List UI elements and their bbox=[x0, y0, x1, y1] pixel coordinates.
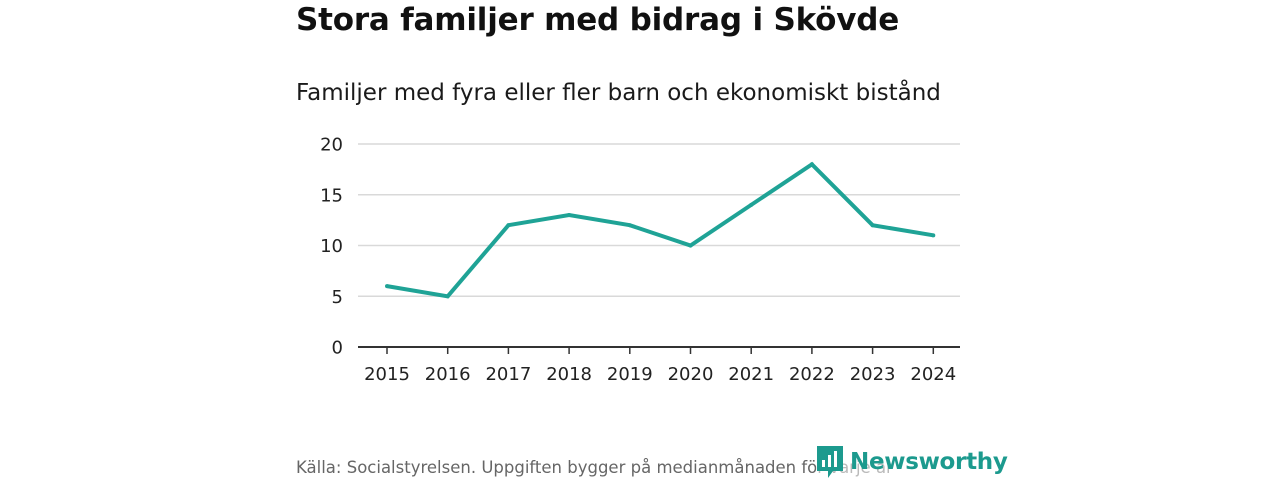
source-note: Källa: Socialstyrelsen. Uppgiften bygger… bbox=[296, 458, 893, 477]
brand-name: Newsworthy bbox=[850, 449, 1008, 475]
x-tick-label: 2015 bbox=[364, 364, 410, 385]
chart-subtitle: Familjer med fyra eller fler barn och ek… bbox=[296, 80, 941, 106]
x-axis-labels: 2015 2016 2017 2018 2019 2020 2021 2022 2023 2024 bbox=[364, 364, 956, 385]
data-point-2024 bbox=[931, 233, 936, 238]
brand-logo[interactable]: Newsworthy bbox=[816, 445, 1008, 479]
x-tick-label: 2017 bbox=[485, 364, 531, 385]
newsworthy-logo-icon bbox=[817, 446, 843, 478]
y-axis-labels: 0 5 10 15 20 bbox=[320, 135, 343, 359]
x-tick-label: 2018 bbox=[546, 364, 592, 385]
x-tick-label: 2020 bbox=[668, 364, 714, 385]
x-tick-label: 2024 bbox=[910, 364, 956, 385]
x-tick-label: 2021 bbox=[728, 364, 774, 385]
data-point-2021 bbox=[749, 202, 754, 207]
x-tick-label: 2016 bbox=[425, 364, 471, 385]
data-point-2015 bbox=[385, 284, 389, 289]
x-tick-label: 2022 bbox=[789, 364, 835, 385]
y-tick-label: 20 bbox=[320, 135, 343, 156]
series-layer bbox=[385, 161, 936, 299]
x-axis bbox=[358, 346, 960, 354]
data-point-2017 bbox=[506, 223, 511, 228]
gridlines bbox=[358, 143, 960, 297]
y-tick-label: 5 bbox=[332, 287, 343, 308]
x-tick-label: 2019 bbox=[607, 364, 653, 385]
data-point-2022 bbox=[809, 162, 814, 167]
series-line-0 bbox=[386, 161, 934, 299]
data-point-2016 bbox=[445, 294, 450, 299]
data-point-2018 bbox=[567, 213, 572, 218]
y-tick-label: 10 bbox=[320, 236, 343, 257]
x-tick-label: 2023 bbox=[850, 364, 896, 385]
data-point-2023 bbox=[870, 223, 875, 228]
line-chart: 0 5 10 15 20 2015 2016 2017 2018 2019 2020 2021 202… bbox=[320, 135, 960, 385]
y-tick-label: 0 bbox=[332, 338, 343, 359]
data-point-2019 bbox=[627, 223, 632, 228]
y-tick-label: 15 bbox=[320, 185, 343, 206]
data-point-2020 bbox=[688, 243, 693, 248]
chart-title: Stora familjer med bidrag i Skövde bbox=[296, 2, 900, 38]
